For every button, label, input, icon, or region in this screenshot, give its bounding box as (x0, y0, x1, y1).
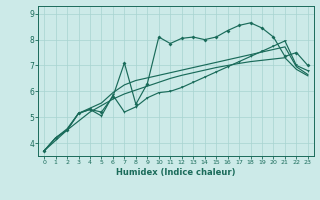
X-axis label: Humidex (Indice chaleur): Humidex (Indice chaleur) (116, 168, 236, 177)
